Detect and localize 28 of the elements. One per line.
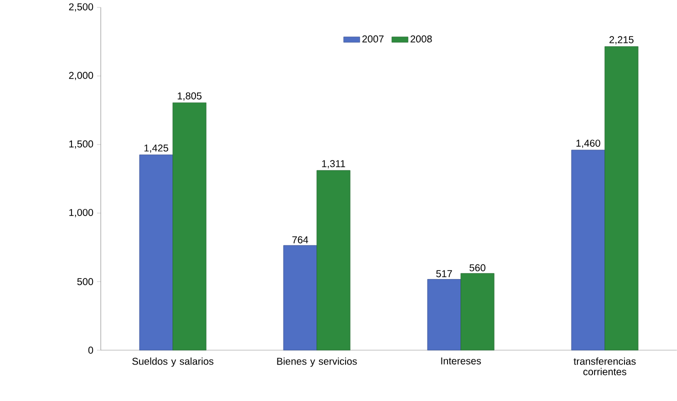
y-tick-label: 500 (77, 278, 94, 286)
y-tick-label: 0 (88, 346, 94, 354)
y-tick-label: 2,000 (69, 72, 94, 80)
data-label: 1,805 (178, 92, 202, 101)
data-label: 517 (436, 270, 452, 278)
bar (316, 170, 350, 350)
data-label: 1,311 (322, 160, 346, 168)
data-label: 560 (470, 264, 486, 272)
x-tick-label: Sueldos y salarios (132, 358, 214, 367)
bar (283, 245, 317, 350)
y-tick-label: 1,500 (69, 140, 94, 149)
y-tick-label: 1,000 (69, 209, 94, 218)
x-tick-label: Bienes y servicios (277, 358, 357, 367)
y-tick-label: 2,500 (69, 3, 94, 12)
x-tick-label: Intereses (441, 358, 481, 364)
bar (460, 273, 494, 350)
data-label: 764 (292, 236, 308, 244)
x-tick-label: transferencias corrientes (574, 358, 636, 376)
legend-label: 2007 (362, 35, 384, 43)
bar (604, 46, 638, 350)
data-label: 2,215 (610, 36, 634, 44)
data-label: 1,425 (144, 144, 168, 153)
bar (139, 154, 173, 350)
legend-label: 2008 (410, 35, 432, 43)
bar (427, 279, 461, 350)
data-label: 1,460 (576, 140, 600, 148)
bar (571, 150, 605, 350)
bar (172, 102, 206, 350)
